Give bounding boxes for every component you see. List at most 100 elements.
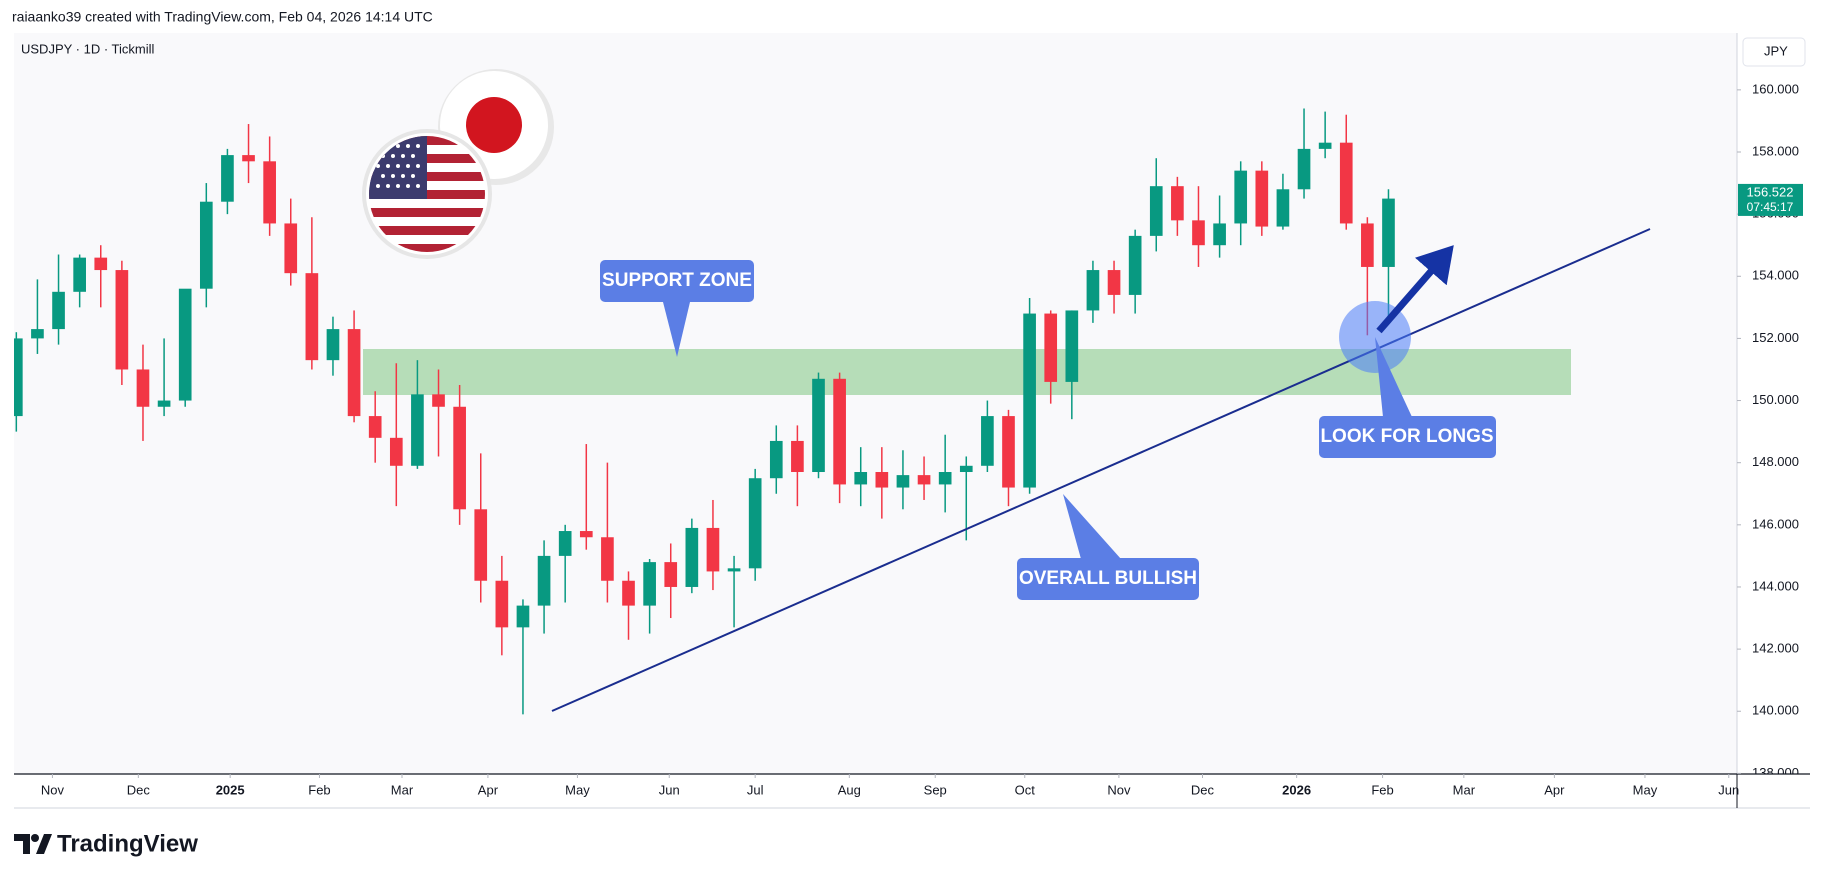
y-tick-label: 148.000 (1752, 454, 1799, 469)
candle-body (917, 475, 931, 485)
candle-body (875, 472, 889, 488)
y-tick-label: 142.000 (1752, 641, 1799, 656)
last-price-box (1738, 183, 1803, 216)
candle-body (157, 400, 171, 407)
longs-label-box (1319, 416, 1496, 458)
candle-body (854, 472, 868, 485)
y-tick-label: 144.000 (1752, 578, 1799, 593)
x-tick-label: May (565, 782, 590, 797)
candle-body (1107, 270, 1121, 295)
bullish-label: OVERALL BULLISH (1019, 568, 1197, 589)
x-tick-label: May (1633, 782, 1658, 797)
tradingview-logo: TradingView (14, 830, 198, 857)
candle-body (1297, 148, 1311, 190)
candle-body (221, 155, 234, 202)
candle-body (1002, 416, 1015, 488)
overlay: SUPPORT ZONE LOOK FOR LONGS OVERALL BULL… (362, 69, 1651, 712)
candle-body (1382, 198, 1395, 267)
support-pointer (663, 302, 690, 357)
x-tick-label: Dec (1191, 782, 1215, 797)
y-tick-label: 138.000 (1752, 765, 1799, 780)
x-tick-label: 2026 (1282, 782, 1311, 797)
candle-body (52, 291, 65, 330)
candle-body (791, 440, 804, 473)
y-tick-label: 150.000 (1752, 392, 1799, 407)
y-tick-label: 158.000 (1752, 143, 1799, 158)
candle-body (748, 478, 762, 569)
candle-body (263, 161, 276, 224)
candle-body (1128, 235, 1142, 295)
candle-body (1149, 186, 1163, 236)
x-tick-label: Jul (747, 782, 764, 797)
candle-body (326, 329, 340, 361)
candle-body (284, 223, 298, 274)
candle-body (411, 394, 424, 466)
x-tick-label: Sep (924, 782, 947, 797)
candle-body (1255, 170, 1269, 227)
x-tick-label: Aug (838, 782, 861, 797)
candle-body (242, 155, 255, 162)
currency-box (1742, 37, 1806, 67)
candle-body (833, 378, 846, 485)
candle-body (622, 580, 635, 606)
candle-body (558, 531, 572, 556)
candle-body (178, 288, 192, 401)
x-tick-label: Nov (1107, 782, 1131, 797)
candle-body (73, 257, 86, 292)
candle-body (432, 394, 445, 407)
support-label: SUPPORT ZONE (602, 270, 752, 291)
x-tick-label: Feb (1371, 782, 1393, 797)
candle-body (938, 472, 952, 485)
candle-body (31, 329, 44, 339)
attribution: raiaanko39 created with TradingView.com,… (12, 9, 433, 25)
candle-body (896, 475, 910, 488)
logo-text: TradingView (57, 830, 198, 857)
x-tick-label: Oct (1015, 782, 1036, 797)
countdown-label: 07:45:17 (1747, 200, 1794, 214)
candle-body (1318, 142, 1332, 149)
candle-body (1339, 142, 1353, 224)
longs-pointer (1375, 337, 1412, 417)
candle-body (664, 562, 678, 587)
candle-body (643, 562, 656, 606)
x-tick-label: Mar (391, 782, 414, 797)
up-arrow (1376, 245, 1454, 334)
y-tick-label: 154.000 (1752, 268, 1799, 283)
x-tick-label: Jun (1718, 782, 1739, 797)
x-tick-label: Mar (1453, 782, 1476, 797)
y-tick-label: 146.000 (1752, 516, 1799, 531)
bullish-pointer (1063, 494, 1121, 559)
x-tick-label: Dec (127, 782, 151, 797)
y-tick-label: 140.000 (1752, 703, 1799, 718)
y-axis: 138.000 140.000 142.000 144.000 146.000 148.0… (1737, 81, 1799, 780)
candle-body (474, 509, 488, 581)
candle-body (1171, 186, 1184, 221)
candle-body (115, 270, 129, 370)
candle-body (1276, 189, 1290, 227)
candle-body (1213, 223, 1226, 246)
candle-body (769, 440, 783, 479)
currency: JPY (1764, 43, 1788, 58)
candle-body (1023, 313, 1036, 488)
candle-body (959, 465, 973, 473)
price-axis (1737, 33, 1810, 808)
x-tick-label: Jun (659, 782, 680, 797)
candle-body (727, 568, 741, 572)
candle-body (199, 201, 213, 289)
longs-label: LOOK FOR LONGS (1320, 426, 1493, 447)
candle-body (516, 605, 530, 628)
candle-body (305, 273, 319, 361)
x-tick-label: Nov (41, 782, 65, 797)
candle-body (136, 369, 150, 407)
candle-body (601, 537, 614, 581)
last-price-label: 156.522 (1747, 184, 1794, 199)
candle-body (368, 416, 382, 438)
candle-body (1044, 313, 1058, 382)
candle-body (981, 416, 994, 466)
x-tick-label: 2025 (216, 782, 245, 797)
us-flag (362, 129, 492, 259)
candle-body (1192, 220, 1205, 246)
candle-body (1086, 270, 1100, 311)
candle-body (453, 406, 466, 510)
